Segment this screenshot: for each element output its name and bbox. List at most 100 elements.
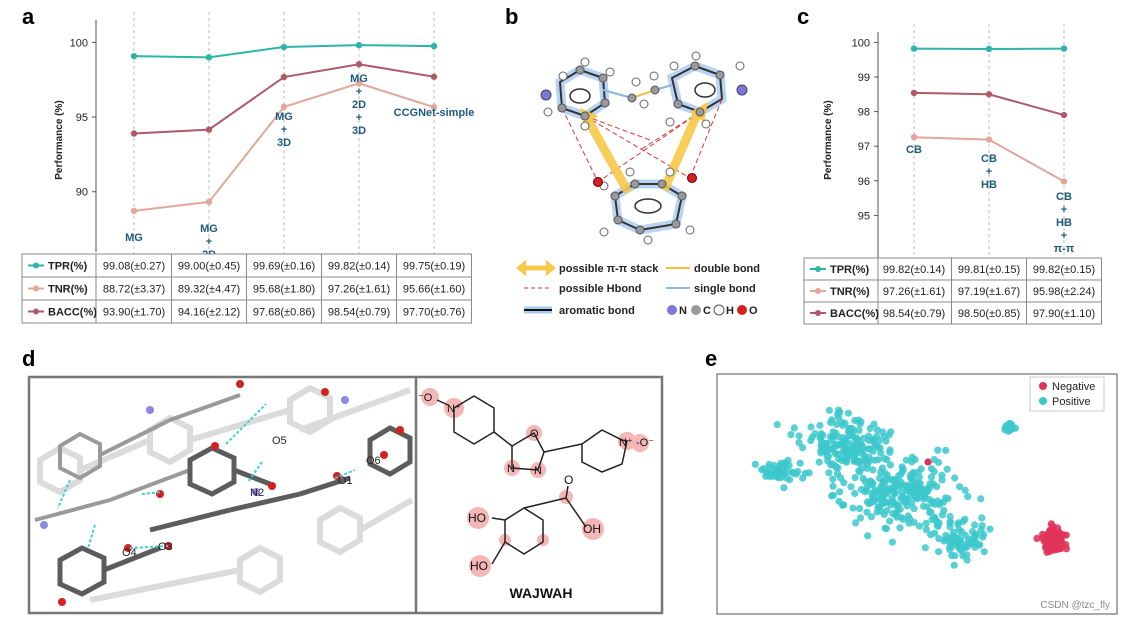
- tsne-point-positive: [847, 483, 855, 491]
- panel-b-legend: possible π-π stack double bond possible …: [516, 260, 760, 317]
- data-point: [430, 73, 438, 80]
- data-point: [355, 61, 363, 68]
- tsne-point-positive: [833, 420, 841, 428]
- tsne-point-positive: [896, 524, 904, 532]
- tsne-point-positive: [828, 416, 836, 424]
- chem-n-plus-left: N⁺: [447, 403, 461, 415]
- annotation-label: +: [206, 236, 212, 248]
- tsne-point-positive: [917, 492, 925, 500]
- annotation-label: 3D: [277, 137, 291, 149]
- data-point: [910, 45, 918, 52]
- tsne-point-positive: [855, 426, 863, 434]
- ytick-label: 96: [858, 176, 870, 188]
- chemical-structure: ⁻O N⁺ N⁺ -O⁻ O N N HO HO O OH WAJWAH: [418, 388, 654, 601]
- legend-single-bond: single bond: [694, 283, 756, 295]
- tsne-point-negative: [1033, 534, 1041, 543]
- tsne-point-positive: [930, 468, 938, 476]
- panel-a-ylabel: Performance (%): [54, 100, 65, 179]
- table-cell: 98.54(±0.79): [883, 308, 945, 320]
- ytick-label: 98: [858, 107, 870, 119]
- tsne-point-positive: [943, 465, 951, 473]
- tsne-point-positive: [961, 515, 969, 523]
- tsne-point-positive: [886, 517, 894, 525]
- annotation-label: +: [1061, 230, 1067, 242]
- table-cell: 99.81(±0.15): [958, 264, 1020, 276]
- annotation-label: CCGNet-simple: [394, 107, 475, 119]
- tsne-point-positive: [856, 505, 864, 513]
- tsne-point-positive: [874, 456, 882, 464]
- ytick-label: 95: [858, 210, 870, 222]
- chem-ho-top: HO: [468, 511, 486, 525]
- tsne-point-positive: [880, 433, 888, 441]
- table-cell: 88.72(±3.37): [103, 284, 165, 296]
- table-row-label: BACC(%): [830, 308, 879, 320]
- data-point: [430, 42, 438, 50]
- tsne-point-positive: [837, 474, 845, 482]
- tsne-point-positive: [971, 521, 979, 529]
- tsne-point-positive: [963, 543, 971, 551]
- table-legend-marker: [815, 288, 821, 294]
- table-cell: 97.26(±1.61): [328, 284, 390, 296]
- table-row-label: TNR(%): [830, 286, 870, 298]
- tsne-point-negative: [924, 458, 932, 466]
- annotation-label: CB: [981, 153, 997, 165]
- tsne-point-positive: [951, 474, 959, 482]
- data-point: [430, 104, 438, 111]
- tsne-point-positive: [868, 479, 877, 487]
- tsne-point-positive: [836, 488, 844, 496]
- tsne-point-positive: [889, 509, 897, 518]
- tsne-point-positive: [834, 414, 843, 422]
- data-point: [355, 80, 363, 87]
- tsne-point-positive: [795, 439, 803, 447]
- tsne-point-positive: [930, 513, 939, 521]
- annotation-label: MG: [350, 73, 368, 85]
- tsne-point-positive: [870, 498, 878, 506]
- tsne-point-positive: [857, 485, 865, 494]
- tsne-point-positive: [951, 552, 959, 560]
- tsne-point-positive: [854, 448, 862, 457]
- tsne-point-positive: [865, 432, 873, 440]
- tsne-point-positive: [896, 481, 904, 489]
- tsne-point-positive: [873, 508, 881, 516]
- tsne-point-positive: [957, 545, 965, 553]
- panel-c-table: TPR(%) 99.82(±0.14) 99.81(±0.15) 99.82(±0.1…: [803, 257, 1102, 325]
- table-cell: 97.68(±0.86): [253, 307, 315, 319]
- tsne-point-positive: [845, 431, 853, 439]
- table-row-label: BACC(%): [48, 307, 97, 319]
- table-cell: 99.82(±0.15): [1033, 264, 1095, 276]
- tsne-point-positive: [867, 513, 876, 521]
- tsne-point-positive: [935, 548, 943, 556]
- tsne-point-positive: [860, 457, 868, 466]
- tsne-point-positive: [908, 458, 916, 466]
- tsne-point-positive: [946, 523, 954, 531]
- legend-atom-n: N: [679, 305, 687, 317]
- ytick-label: 97: [858, 141, 870, 153]
- data-point: [355, 41, 363, 49]
- table-frame: [803, 257, 1102, 325]
- legend-hbond: possible Hbond: [559, 283, 642, 295]
- tsne-point-positive: [934, 446, 942, 454]
- atom-label-o4: O4: [122, 547, 137, 559]
- table-cell: 99.75(±0.19): [403, 261, 465, 273]
- tsne-point-positive: [909, 469, 917, 477]
- tsne-point-positive: [908, 499, 916, 507]
- table-cell: 97.90(±1.10): [1033, 308, 1095, 320]
- tsne-point-positive: [979, 533, 987, 541]
- tsne-point-negative: [1059, 531, 1067, 539]
- table-legend-marker: [33, 285, 39, 292]
- tsne-point-positive: [921, 544, 929, 552]
- data-point: [130, 207, 138, 215]
- tsne-point-positive: [857, 418, 865, 426]
- tsne-point-positive: [845, 424, 853, 432]
- tsne-point-positive: [851, 474, 859, 482]
- tsne-point-positive: [879, 477, 887, 485]
- tsne-point-positive: [779, 470, 787, 478]
- watermark: CSDN @tzc_fly: [1040, 600, 1110, 611]
- tsne-point-positive: [877, 488, 886, 496]
- table-cell: 95.68(±1.80): [253, 284, 315, 296]
- tsne-point-negative: [1040, 537, 1048, 545]
- table-cell: 99.69(±0.16): [253, 261, 315, 273]
- annotation-label: 3D: [352, 125, 366, 137]
- tsne-point-positive: [922, 526, 931, 534]
- tsne-point-positive: [961, 486, 969, 494]
